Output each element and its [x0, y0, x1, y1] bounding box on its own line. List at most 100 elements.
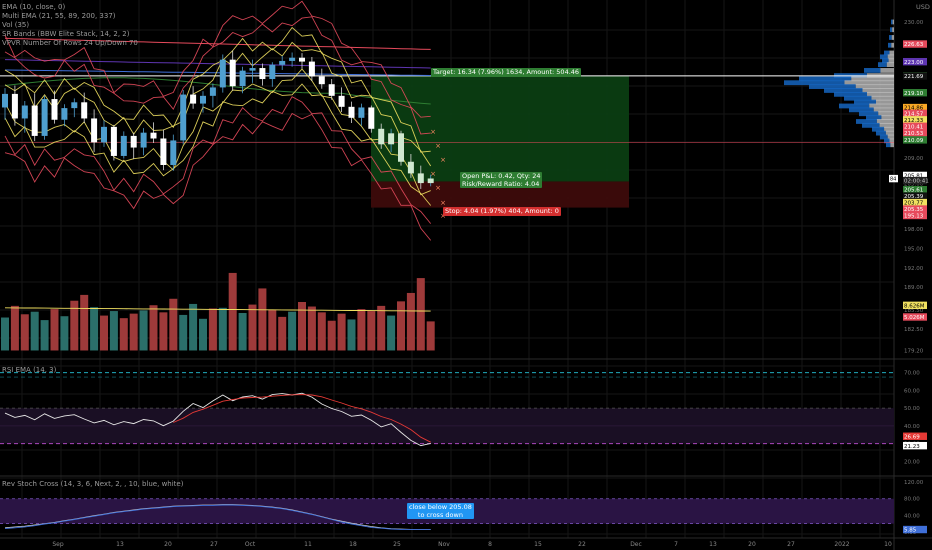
candle-body: [200, 95, 206, 104]
volume-bar: [1, 317, 9, 351]
band-upper-line: [4, 0, 431, 118]
price-tag-bg: [903, 205, 927, 213]
rsi-tag-bg: [903, 432, 927, 440]
vol-tag-bg: [903, 313, 927, 321]
volume-bar: [129, 313, 138, 351]
signal-marker: ×: [435, 184, 441, 192]
candle-body: [388, 133, 395, 145]
x-axis-label: 13: [709, 541, 717, 548]
x-axis-label: 27: [787, 541, 795, 548]
volume-bar: [20, 314, 29, 351]
candle-body: [239, 70, 246, 87]
volume-bar: [387, 315, 396, 351]
indicator-bands-label[interactable]: SR Bands (BBW Elite Stack, 14, 2, 2): [2, 30, 130, 38]
rsi-tag-text: 21.23: [904, 444, 920, 450]
volume-bar: [109, 311, 118, 351]
candle-body: [31, 105, 38, 136]
price-tag-text: 212.33: [904, 118, 924, 124]
signal-marker: ×: [440, 156, 446, 164]
indicator-vol-label[interactable]: Vol (35): [2, 21, 30, 29]
volume-profile-bar-up: [809, 84, 856, 89]
band-lower-line: [4, 112, 432, 241]
rsi-line: [4, 392, 431, 447]
volume-bar: [90, 307, 99, 351]
price-tag-bg: [903, 198, 927, 207]
candle-body: [21, 105, 28, 119]
candle-body: [279, 60, 286, 65]
price-tick: 198.00: [904, 227, 924, 233]
volume-bar: [337, 313, 346, 351]
volume-profile-bar-up: [834, 91, 867, 97]
candle-body: [180, 94, 187, 141]
indicator-ema-label[interactable]: EMA (10, close, 0): [2, 3, 66, 11]
volume-profile-bar-down: [887, 134, 894, 140]
candle-body: [398, 133, 404, 162]
candle-body: [160, 138, 167, 165]
volume-bar: [357, 309, 366, 351]
stoch-tag-bg: [903, 525, 927, 534]
volume-bar: [30, 311, 39, 351]
volume-bar: [60, 316, 69, 351]
indicator-vpvr-label[interactable]: VPVR Number Of Rows 24 Up/Down 70: [2, 39, 138, 47]
volume-bar: [317, 312, 326, 351]
price-tag-bg: [903, 129, 927, 137]
volume-profile-bar-down: [869, 103, 894, 109]
volume-bar: [119, 318, 128, 351]
stoch-tooltip-line2: to cross down: [417, 511, 463, 519]
price-tag-bg: [903, 72, 927, 80]
candle-body: [308, 61, 315, 77]
candle-body: [101, 126, 107, 143]
volume-profile-bar-down: [890, 142, 894, 148]
price-tag-text: 205.39: [904, 194, 924, 200]
price-tick: 209.00: [904, 156, 924, 162]
x-axis-label: 10: [884, 541, 892, 548]
rsi-label[interactable]: RSI EMA (14, 3): [2, 366, 57, 374]
x-axis-label: 27: [210, 541, 218, 548]
price-tag-bg: [903, 185, 927, 194]
candle-body: [358, 107, 365, 118]
price-tag-bg: [903, 103, 927, 112]
rsi-tag-text: 26.69: [904, 434, 920, 440]
x-axis-label: Sep: [52, 541, 64, 548]
price-tag-text: 210.41: [904, 124, 923, 130]
volume-profile-bar-down: [855, 84, 894, 89]
price-tag-text: 203.77: [904, 201, 924, 207]
x-axis-label: 15: [534, 541, 542, 548]
candle-body: [318, 76, 325, 85]
stoch-label[interactable]: Rev Stoch Cross (14, 3, 6, Next, 2, , 10…: [2, 480, 184, 488]
volume-profile-bar-up: [890, 27, 893, 33]
volume-bar: [298, 302, 306, 351]
volume-profile-bar-down: [876, 119, 894, 124]
currency-label: USD: [916, 3, 930, 11]
band-upper-line: [4, 16, 431, 135]
price-tick: 179.20: [904, 348, 924, 354]
price-tick: 230.00: [904, 20, 924, 26]
volume-bar: [327, 320, 336, 351]
candle-body: [348, 106, 355, 118]
candle-body: [269, 64, 276, 80]
volume-profile-bar-up: [862, 122, 880, 128]
price-tag-text: 214.86: [904, 106, 924, 112]
volume-profile-bar-down: [891, 35, 894, 40]
volume-profile-bar-up: [849, 107, 874, 113]
volume-bar: [228, 272, 237, 351]
volume-bar: [377, 305, 386, 351]
candle-body: [81, 102, 88, 119]
volume-profile-bar-down: [885, 130, 894, 136]
volume-bar: [179, 314, 188, 351]
volume-bar: [347, 319, 356, 351]
indicator-multi-ema-label[interactable]: Multi EMA (21, 55, 89, 200, 337): [2, 12, 116, 20]
last-price-marker: [889, 174, 898, 183]
candle-body: [328, 84, 335, 96]
price-tag-text: 214.57: [904, 111, 924, 117]
x-axis-label: 8: [488, 541, 492, 548]
volume-profile-bar-down: [887, 54, 894, 60]
price-tag-bg: [903, 57, 927, 66]
ema-89-line: [4, 69, 431, 76]
price-tag-bg: [903, 89, 927, 97]
candle-body: [229, 59, 236, 87]
band-lower-line: [4, 96, 432, 224]
volume-profile-bar-down: [851, 76, 894, 82]
volume-profile-bar-down: [844, 80, 894, 86]
